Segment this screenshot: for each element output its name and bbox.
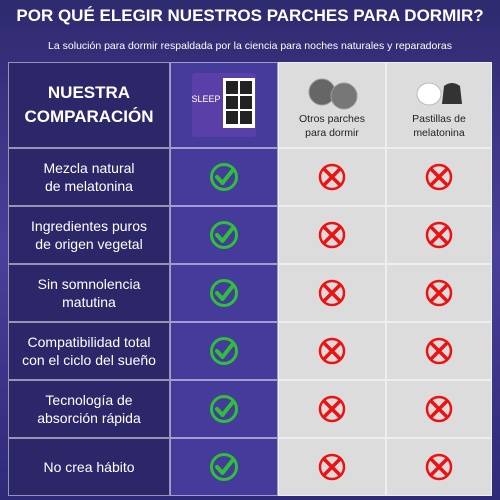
row-label: Sin somnolencia: [37, 276, 141, 292]
column-label: Pastillas de: [412, 113, 466, 125]
cross-icon: [318, 163, 346, 191]
row-label: Ingredientes puros: [31, 218, 147, 234]
mark-cell: [278, 322, 386, 380]
cross-icon: [425, 337, 453, 365]
row-label-cell: Mezcla natural de melatonina: [8, 148, 170, 206]
header-cell: SLEEP: [170, 62, 278, 148]
mark-cell: [170, 438, 278, 496]
mark-cell: [386, 206, 492, 264]
column-label: Otros parches: [299, 113, 365, 125]
mark-cell: [386, 264, 492, 322]
product-label: SLEEP: [191, 94, 220, 104]
check-icon: [210, 163, 238, 191]
mark-cell: [170, 148, 278, 206]
row-label: de melatonina: [45, 178, 133, 194]
row-label-cell: No crea hábito: [8, 438, 170, 496]
cross-icon: [318, 337, 346, 365]
row-label: Compatibilidad total: [27, 334, 151, 350]
cross-icon: [318, 279, 346, 307]
column-image: [416, 82, 462, 106]
mark-cell: [278, 206, 386, 264]
cross-icon: [425, 163, 453, 191]
cross-icon: [425, 279, 453, 307]
mark-cell: [278, 148, 386, 206]
row-label: matutina: [62, 294, 116, 310]
cross-icon: [318, 395, 346, 423]
row-label-cell: Ingredientes puros de origen vegetal: [8, 206, 170, 264]
column-label: para dormir: [305, 127, 359, 139]
product-image: SLEEP: [191, 73, 256, 137]
column-label: melatonina: [413, 127, 465, 139]
header-label: NUESTRA: [47, 83, 131, 102]
mark-cell: [386, 380, 492, 438]
header-cell: Pastillas de melatonina: [386, 62, 492, 148]
mark-cell: [170, 322, 278, 380]
cross-icon: [425, 453, 453, 481]
check-icon: [210, 453, 238, 481]
header-cell: Otros parches para dormir: [278, 62, 386, 148]
cross-icon: [425, 221, 453, 249]
mark-cell: [170, 264, 278, 322]
mark-cell: [278, 438, 386, 496]
comparison-table: NUESTRA COMPARACIÓN SLEEP Otros parches para…: [8, 62, 492, 496]
column-image: [308, 78, 358, 110]
mark-cell: [386, 322, 492, 380]
row-label: No crea hábito: [43, 459, 135, 475]
mark-cell: [170, 380, 278, 438]
mark-cell: [278, 264, 386, 322]
subtitle: La solución para dormir respaldada por l…: [48, 40, 452, 52]
mark-cell: [170, 206, 278, 264]
row-label-cell: Tecnología de absorción rápida: [8, 380, 170, 438]
mark-cell: [386, 148, 492, 206]
check-icon: [210, 395, 238, 423]
mark-cell: [386, 438, 492, 496]
row-label: con el ciclo del sueño: [22, 352, 156, 368]
check-icon: [210, 221, 238, 249]
check-icon: [210, 279, 238, 307]
cross-icon: [425, 395, 453, 423]
header-label: COMPARACIÓN: [24, 107, 154, 126]
row-label: absorción rápida: [37, 410, 141, 426]
cross-icon: [318, 453, 346, 481]
row-label: Mezcla natural: [43, 160, 135, 176]
row-label: Tecnología de: [45, 392, 133, 408]
row-label-cell: Sin somnolencia matutina: [8, 264, 170, 322]
row-label-cell: Compatibilidad total con el ciclo del sue…: [8, 322, 170, 380]
title: POR QUÉ ELEGIR NUESTROS PARCHES PARA DOR…: [16, 6, 484, 25]
mark-cell: [278, 380, 386, 438]
cross-icon: [318, 221, 346, 249]
header-cell: NUESTRA COMPARACIÓN: [8, 62, 170, 148]
row-label: de origen vegetal: [35, 236, 143, 252]
check-icon: [210, 337, 238, 365]
